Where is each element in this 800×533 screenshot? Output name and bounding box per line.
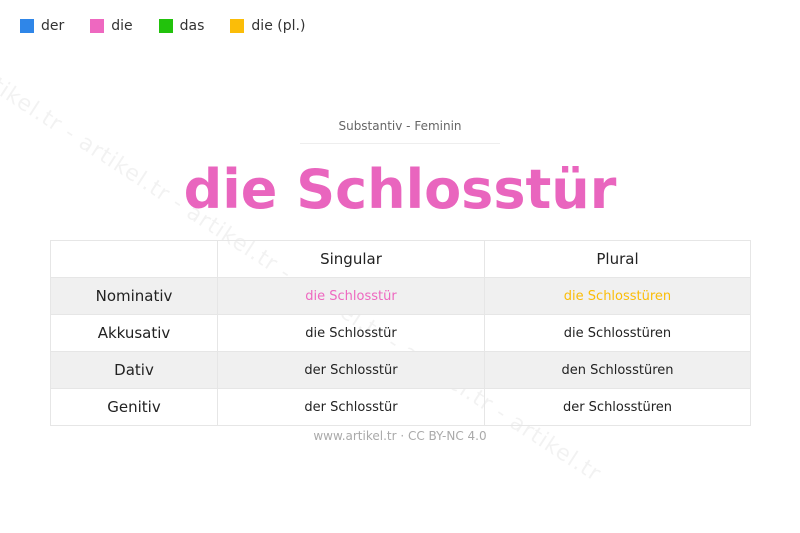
case-label: Dativ [50,351,218,389]
table-row: Dativ der Schlosstür den Schlosstüren [50,351,751,389]
table-row: Genitiv der Schlosstür der Schlosstüren [50,388,751,426]
legend-label: der [41,18,65,34]
der-swatch [20,19,34,33]
legend-der: der [20,18,64,34]
singular-cell: der Schlosstür [217,388,485,426]
plural-swatch [230,19,245,33]
table-row: Nominativ die Schlosstür die Schlosstüre… [50,277,751,315]
legend-das: das [158,18,205,34]
singular-cell: die Schlosstür [217,277,485,315]
plural-cell: den Schlosstüren [484,351,751,389]
case-label: Genitiv [50,388,218,426]
legend-label: das [179,18,205,34]
die-swatch [90,19,105,33]
legend-plural: die (pl.) [230,18,305,34]
declension-table: Singular Plural Nominativ die Schlosstür… [50,240,751,426]
table-header: Singular Plural [50,240,751,278]
case-label: Akkusativ [50,314,218,352]
case-label: Nominativ [50,277,218,315]
table-row: Akkusativ die Schlosstür die Schlosstüre… [50,314,751,352]
das-swatch [158,19,173,33]
legend-die: die [90,18,133,34]
header-singular: Singular [217,240,485,278]
plural-cell: die Schlosstüren [484,314,751,352]
footer-credit: www.artikel.tr · CC BY-NC 4.0 [313,429,487,443]
legend-label: die [111,18,133,34]
plural-cell: die Schlosstüren [484,277,751,315]
singular-cell: der Schlosstür [217,351,485,389]
header-empty [50,240,218,278]
gender-legend: der die das die (pl.) [20,18,331,34]
word-type: Substantiv - Feminin [300,119,500,144]
legend-label: die (pl.) [251,18,306,34]
page-title: die Schlosstür [183,158,617,221]
header-plural: Plural [484,240,751,278]
plural-cell: der Schlosstüren [484,388,751,426]
singular-cell: die Schlosstür [217,314,485,352]
